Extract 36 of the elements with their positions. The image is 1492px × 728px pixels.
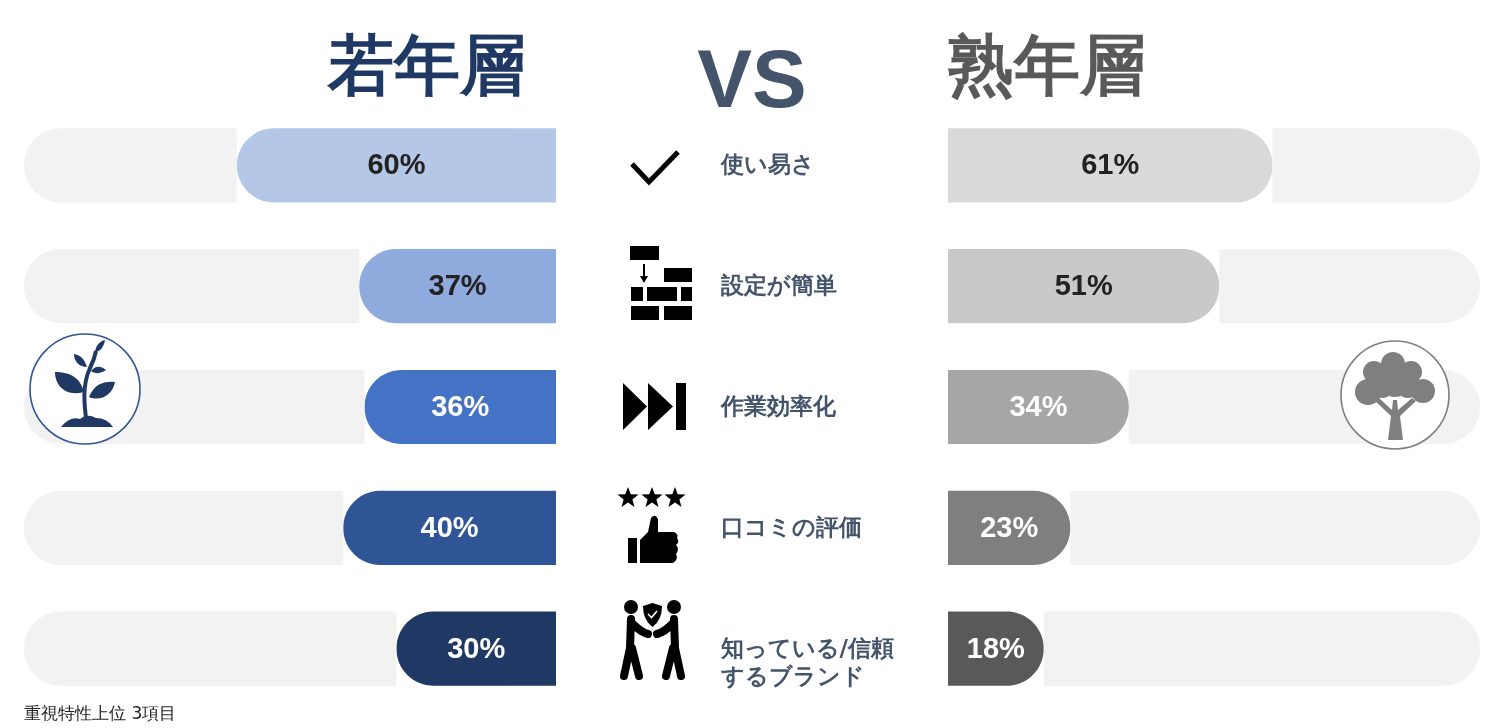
bar <box>948 369 1129 444</box>
data-label: 51% <box>1054 268 1113 301</box>
y-tick-label: 知っている/信頼するブランド <box>719 634 894 689</box>
bar <box>948 490 1071 565</box>
bar <box>359 248 556 323</box>
data-label: 40% <box>420 510 479 543</box>
bar <box>343 490 556 565</box>
data-label: 23% <box>980 510 1039 543</box>
y-tick-label: 作業効率化 <box>719 392 837 419</box>
bar <box>1070 490 1480 565</box>
data-label: 30% <box>447 631 506 664</box>
annotation: 重視特性上位 3項目 <box>24 702 177 723</box>
bar <box>1219 248 1480 323</box>
bar <box>948 127 1273 203</box>
chart-title: 熟年層 <box>947 26 1146 104</box>
bar <box>236 127 556 203</box>
y-tick-label: 使い易さ <box>719 151 815 178</box>
bar <box>948 248 1220 323</box>
bar <box>24 248 360 323</box>
data-label: 60% <box>367 148 426 181</box>
bar <box>24 611 397 686</box>
bar <box>364 369 556 444</box>
data-label: 36% <box>431 389 490 422</box>
bar <box>1272 127 1480 203</box>
bar <box>24 127 237 203</box>
data-label: 18% <box>966 631 1026 664</box>
data-label: 61% <box>1081 148 1140 181</box>
y-tick-label: 設定が簡単 <box>719 271 837 298</box>
bar <box>396 611 556 686</box>
chart-title: 若年層 <box>326 26 526 104</box>
bar <box>24 490 344 565</box>
text: VS <box>696 33 808 124</box>
data-label: 37% <box>428 268 487 301</box>
data-label: 34% <box>1009 389 1068 422</box>
bar <box>1043 611 1480 686</box>
y-tick-label: 口コミの評価 <box>720 513 862 540</box>
